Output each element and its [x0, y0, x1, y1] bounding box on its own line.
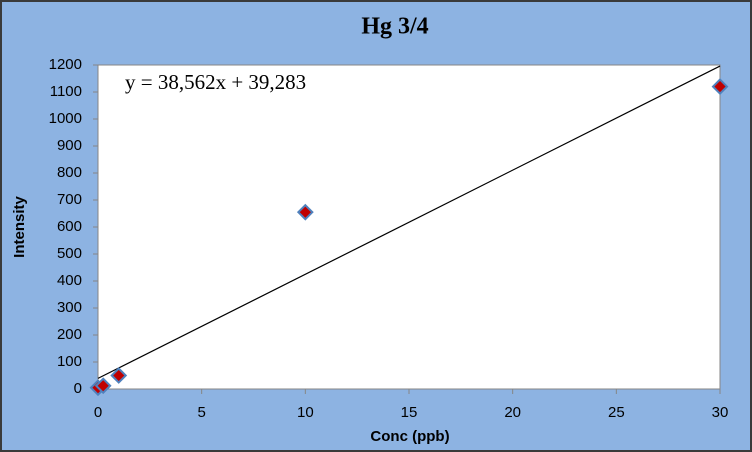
y-axis-label: Intensity [11, 196, 28, 258]
data-point [711, 78, 729, 96]
y-tick-label: 1200 [49, 56, 82, 73]
data-point [110, 367, 128, 384]
x-axis-label: Conc (ppb) [370, 428, 449, 445]
x-tick-label: 30 [712, 404, 729, 421]
y-tick-label: 1000 [49, 110, 82, 127]
chart-title: Hg 3/4 [361, 14, 428, 40]
x-tick-label: 25 [608, 404, 625, 421]
y-tick-label: 900 [57, 137, 82, 154]
y-tick-label: 100 [57, 353, 82, 370]
y-tick-label: 500 [57, 245, 82, 262]
equation-annotation: y = 38,562x + 39,283 [125, 70, 306, 94]
y-tick-label: 400 [57, 272, 82, 289]
y-tick-label: 700 [57, 191, 82, 208]
plot-area [97, 64, 721, 390]
y-tick-label: 800 [57, 164, 82, 181]
data-point [94, 377, 112, 395]
x-tick-label: 15 [401, 404, 418, 421]
y-tick-label: 600 [57, 218, 82, 235]
x-tick-label: 20 [504, 404, 521, 421]
x-tick-label: 0 [94, 404, 102, 421]
data-point [296, 203, 314, 221]
y-tick-label: 200 [57, 326, 82, 343]
x-tick-label: 10 [297, 404, 314, 421]
trendline [97, 65, 721, 379]
x-tick-label: 5 [197, 404, 205, 421]
y-tick-label: 300 [57, 299, 82, 316]
y-tick-label: 1100 [50, 83, 82, 100]
y-tick-label: 0 [74, 380, 82, 397]
